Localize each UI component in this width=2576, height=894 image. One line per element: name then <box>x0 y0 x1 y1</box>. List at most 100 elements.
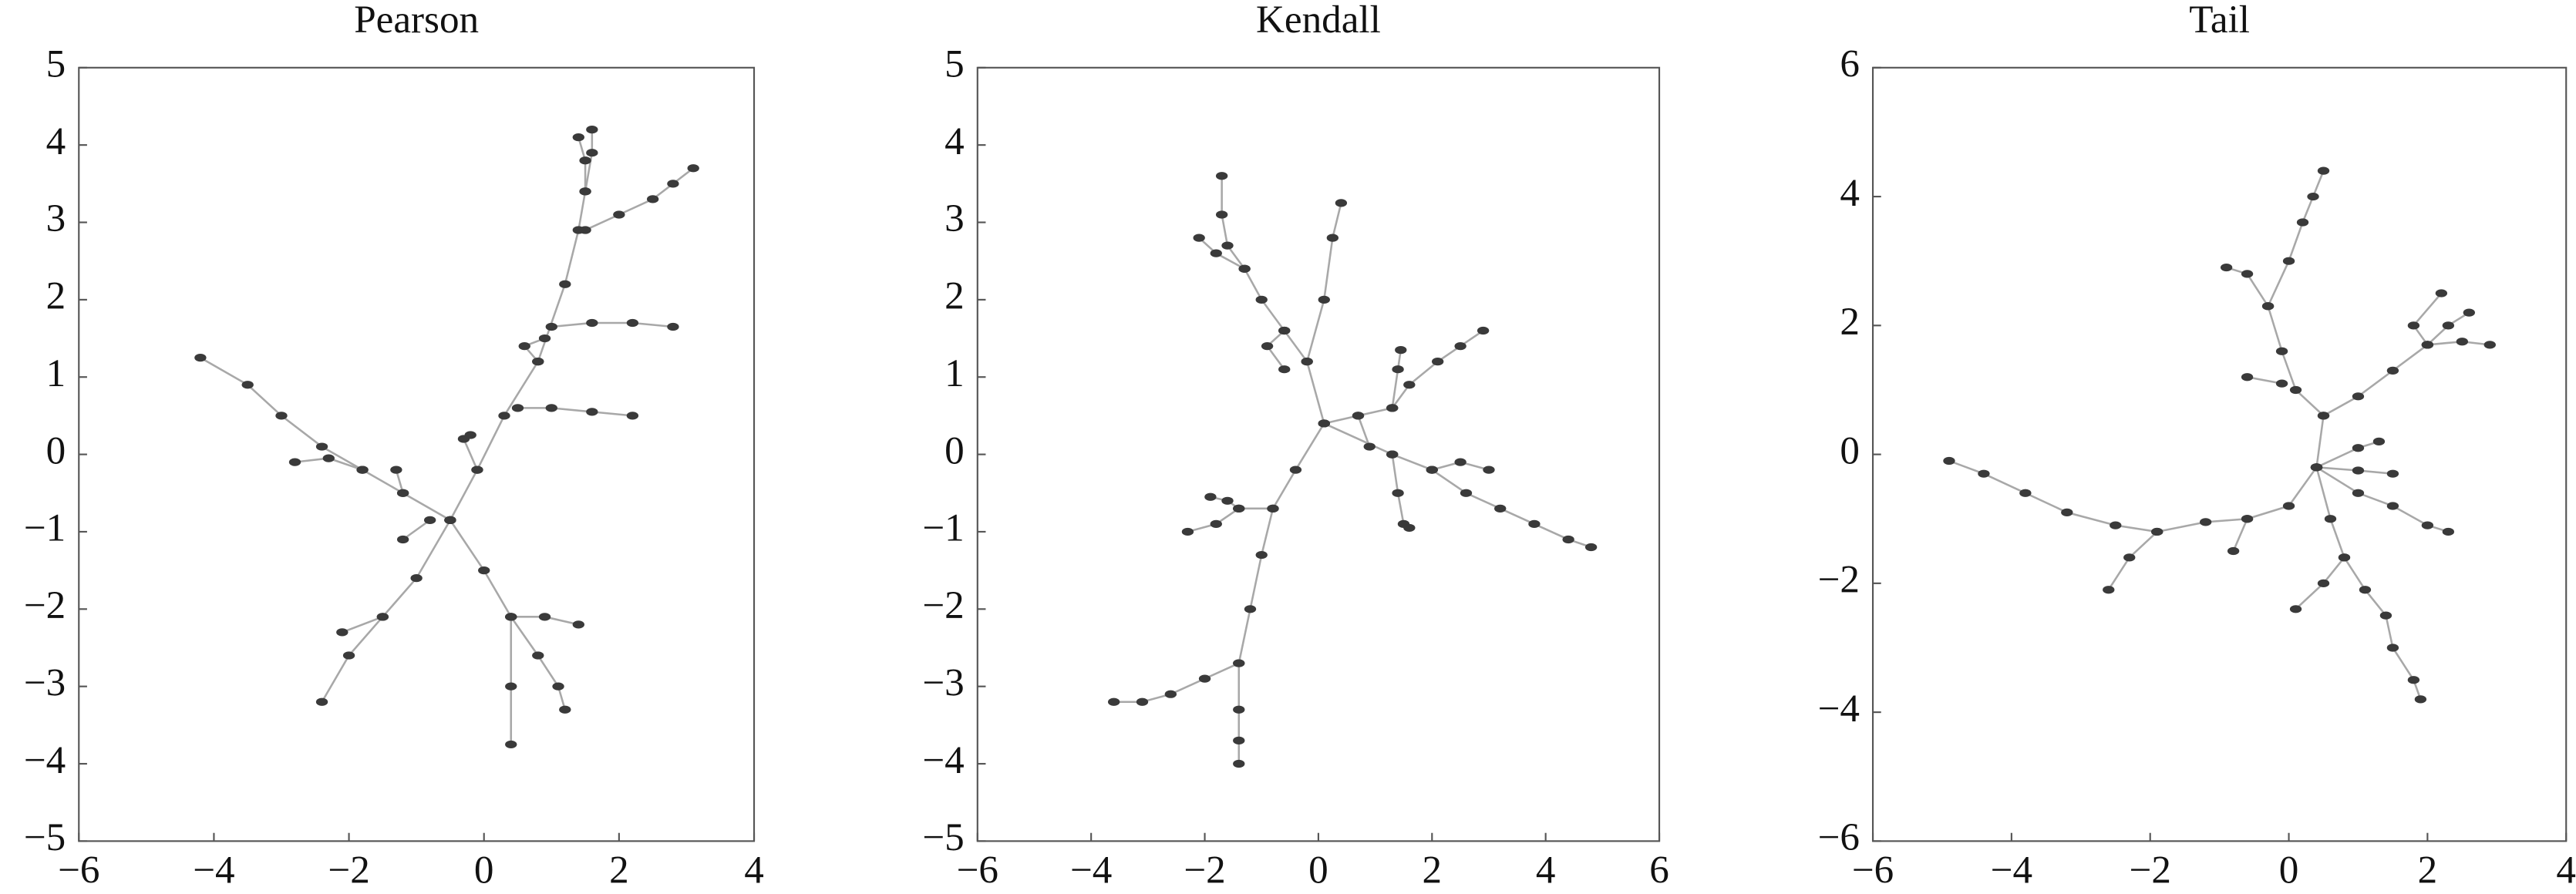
tree-node <box>1978 469 1990 478</box>
tree-node <box>410 574 423 583</box>
x-tick-label: −2 <box>1184 849 1225 892</box>
tree-node <box>1395 345 1407 355</box>
tree-node <box>1584 543 1598 552</box>
y-tick-label: 1 <box>46 351 66 395</box>
tree-edge <box>1323 422 1592 549</box>
y-tick-label: −1 <box>24 506 66 550</box>
x-tick-label: 4 <box>744 849 764 892</box>
tree-node <box>2407 676 2420 684</box>
tree-node <box>2241 373 2254 381</box>
tree-node <box>423 516 436 525</box>
tree-node <box>586 408 598 416</box>
tree-edge <box>2247 375 2282 385</box>
tree-node <box>1244 605 1257 613</box>
tree-edge <box>1357 415 1371 447</box>
tree-node <box>1193 234 1205 242</box>
tree-node <box>538 613 551 621</box>
tree-node <box>559 280 571 288</box>
x-tick-label: 2 <box>609 849 629 892</box>
tree-node <box>1210 519 1222 529</box>
y-tick-label: 5 <box>945 42 965 86</box>
tree-node <box>586 125 598 134</box>
x-tick-label: 0 <box>1308 849 1328 892</box>
tree-node <box>532 358 544 366</box>
tree-node <box>1233 504 1245 513</box>
chart-title: Kendall <box>1256 0 1381 42</box>
y-tick-label: −5 <box>922 815 964 859</box>
tree-node <box>1233 659 1245 667</box>
tree-edge <box>449 136 587 521</box>
y-tick-label: −4 <box>922 738 964 782</box>
y-tick-label: 1 <box>945 351 965 395</box>
x-tick-label: 2 <box>2418 849 2438 892</box>
tree-node <box>322 454 335 462</box>
tree-node <box>342 651 355 660</box>
tree-node <box>2307 192 2319 201</box>
tree-node <box>2435 289 2448 297</box>
tree-node <box>518 341 530 351</box>
x-tick-label: 4 <box>1536 849 1556 892</box>
y-tick-label: −5 <box>24 815 66 859</box>
tree-node <box>1164 690 1177 698</box>
x-tick-label: −4 <box>193 849 234 892</box>
tree-node <box>2227 546 2240 556</box>
tree-node <box>356 465 369 474</box>
tree-node <box>2296 218 2309 227</box>
tree-node <box>1301 358 1313 366</box>
tree-node <box>2241 515 2254 523</box>
y-tick-label: 4 <box>46 119 66 163</box>
y-tick-label: −4 <box>24 738 66 782</box>
tree-node <box>2421 341 2434 349</box>
x-tick-label: −6 <box>58 849 99 892</box>
tree-edge <box>584 167 694 231</box>
tree-node <box>2483 341 2496 349</box>
tree-node <box>572 620 584 629</box>
tree-node <box>1326 234 1339 242</box>
tree-node <box>1215 172 1228 180</box>
tree-node <box>1221 241 1234 250</box>
tree-node <box>241 381 254 389</box>
tree-node <box>586 318 598 328</box>
tree-edge <box>402 519 431 541</box>
tree-node <box>2289 385 2302 395</box>
tree-node <box>2019 489 2032 497</box>
tree-node <box>1386 450 1399 459</box>
y-tick-label: 4 <box>1840 171 1860 215</box>
tree-node <box>471 465 483 474</box>
tree-node <box>1278 365 1291 374</box>
tree-node <box>505 613 517 621</box>
tree-node <box>667 322 679 331</box>
x-tick-label: 0 <box>2279 849 2299 892</box>
x-tick-label: 2 <box>1423 849 1443 892</box>
tree-node <box>2414 695 2427 704</box>
tree-node <box>511 404 524 412</box>
tree-edge <box>2226 266 2325 468</box>
tree-edge <box>2107 531 2158 590</box>
tree-node <box>626 412 639 420</box>
tree-edge <box>2315 440 2379 469</box>
tree-node <box>390 465 402 474</box>
tree-node <box>2372 437 2386 445</box>
x-tick-label: −4 <box>1070 849 1112 892</box>
y-tick-label: −4 <box>1818 687 1860 731</box>
tree-node <box>2359 586 2372 594</box>
x-tick-label: −2 <box>2130 849 2171 892</box>
tree-node <box>1477 326 1490 335</box>
tree-node <box>559 705 571 714</box>
tree-node <box>552 682 564 691</box>
panel: Pearson −6 −4 −2 0 2 4 −5 −4 −3 −2 −1 0 1 2 3 4 5 <box>24 0 764 892</box>
tree-node <box>579 156 591 165</box>
tree-node <box>1238 264 1251 273</box>
y-tick-label: −3 <box>24 660 66 704</box>
tree-edge <box>1265 330 1285 370</box>
y-tick-label: −2 <box>922 583 964 627</box>
tree-node <box>2275 379 2288 388</box>
tree-node <box>505 682 517 691</box>
tree-node <box>538 334 551 343</box>
plot-frame <box>1871 66 2568 842</box>
tree-node <box>1431 358 1444 366</box>
tree-node <box>1210 249 1222 257</box>
y-tick-label: −6 <box>1818 815 1860 859</box>
panel: Tail −6 −4 −2 0 2 4 −6 −4 −2 0 2 4 6 <box>1818 0 2576 892</box>
tree-node <box>2151 527 2164 536</box>
